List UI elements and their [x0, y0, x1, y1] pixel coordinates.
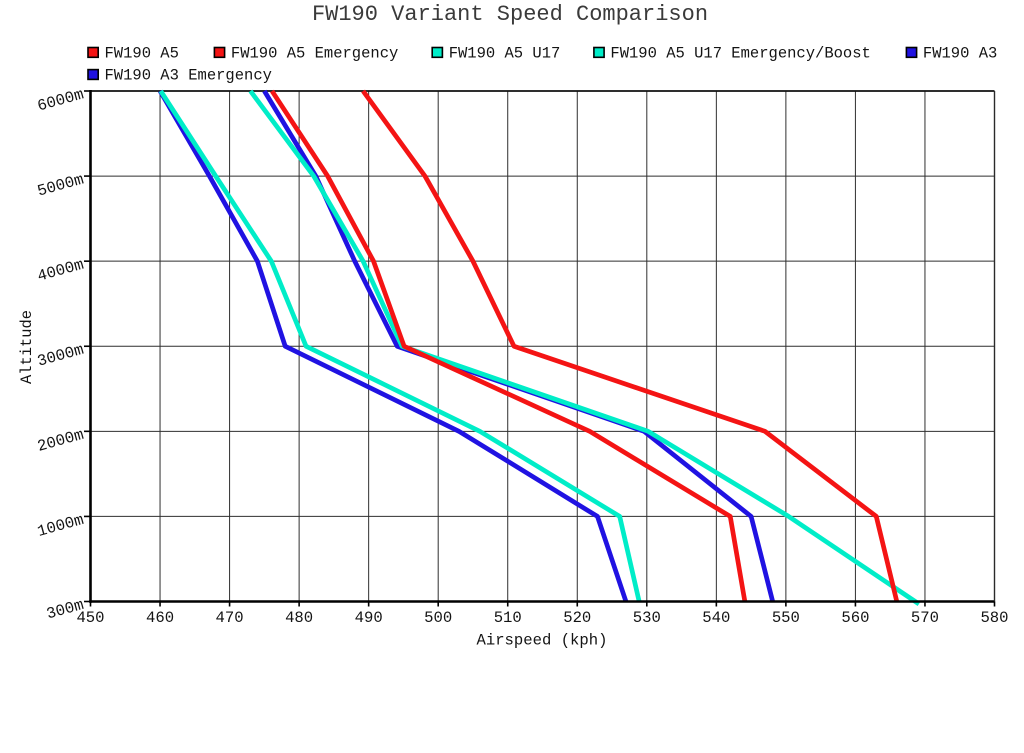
- svg-text:FW190 A5 U17 Emergency/Boost: FW190 A5 U17 Emergency/Boost: [610, 45, 870, 63]
- svg-text:460: 460: [146, 609, 174, 627]
- svg-text:490: 490: [355, 609, 383, 627]
- svg-text:470: 470: [216, 609, 244, 627]
- svg-text:FW190 A3 Emergency: FW190 A3 Emergency: [105, 67, 272, 85]
- svg-text:510: 510: [494, 609, 522, 627]
- svg-text:FW190 A3: FW190 A3: [923, 45, 997, 63]
- svg-text:540: 540: [702, 609, 730, 627]
- svg-text:FW190 A5 U17: FW190 A5 U17: [449, 45, 561, 63]
- svg-text:570: 570: [911, 609, 939, 627]
- svg-text:FW190 A5: FW190 A5: [105, 45, 179, 63]
- svg-text:500: 500: [424, 609, 452, 627]
- svg-text:580: 580: [980, 609, 1008, 627]
- svg-text:450: 450: [76, 609, 104, 627]
- svg-text:Altitude: Altitude: [18, 310, 36, 384]
- svg-text:480: 480: [285, 609, 313, 627]
- svg-text:560: 560: [841, 609, 869, 627]
- svg-text:Airspeed (kph): Airspeed (kph): [476, 632, 607, 650]
- svg-text:FW190 A5 Emergency: FW190 A5 Emergency: [231, 45, 398, 63]
- svg-text:520: 520: [563, 609, 591, 627]
- svg-text:FW190 Variant Speed Comparison: FW190 Variant Speed Comparison: [312, 2, 708, 27]
- svg-text:550: 550: [772, 609, 800, 627]
- svg-text:530: 530: [633, 609, 661, 627]
